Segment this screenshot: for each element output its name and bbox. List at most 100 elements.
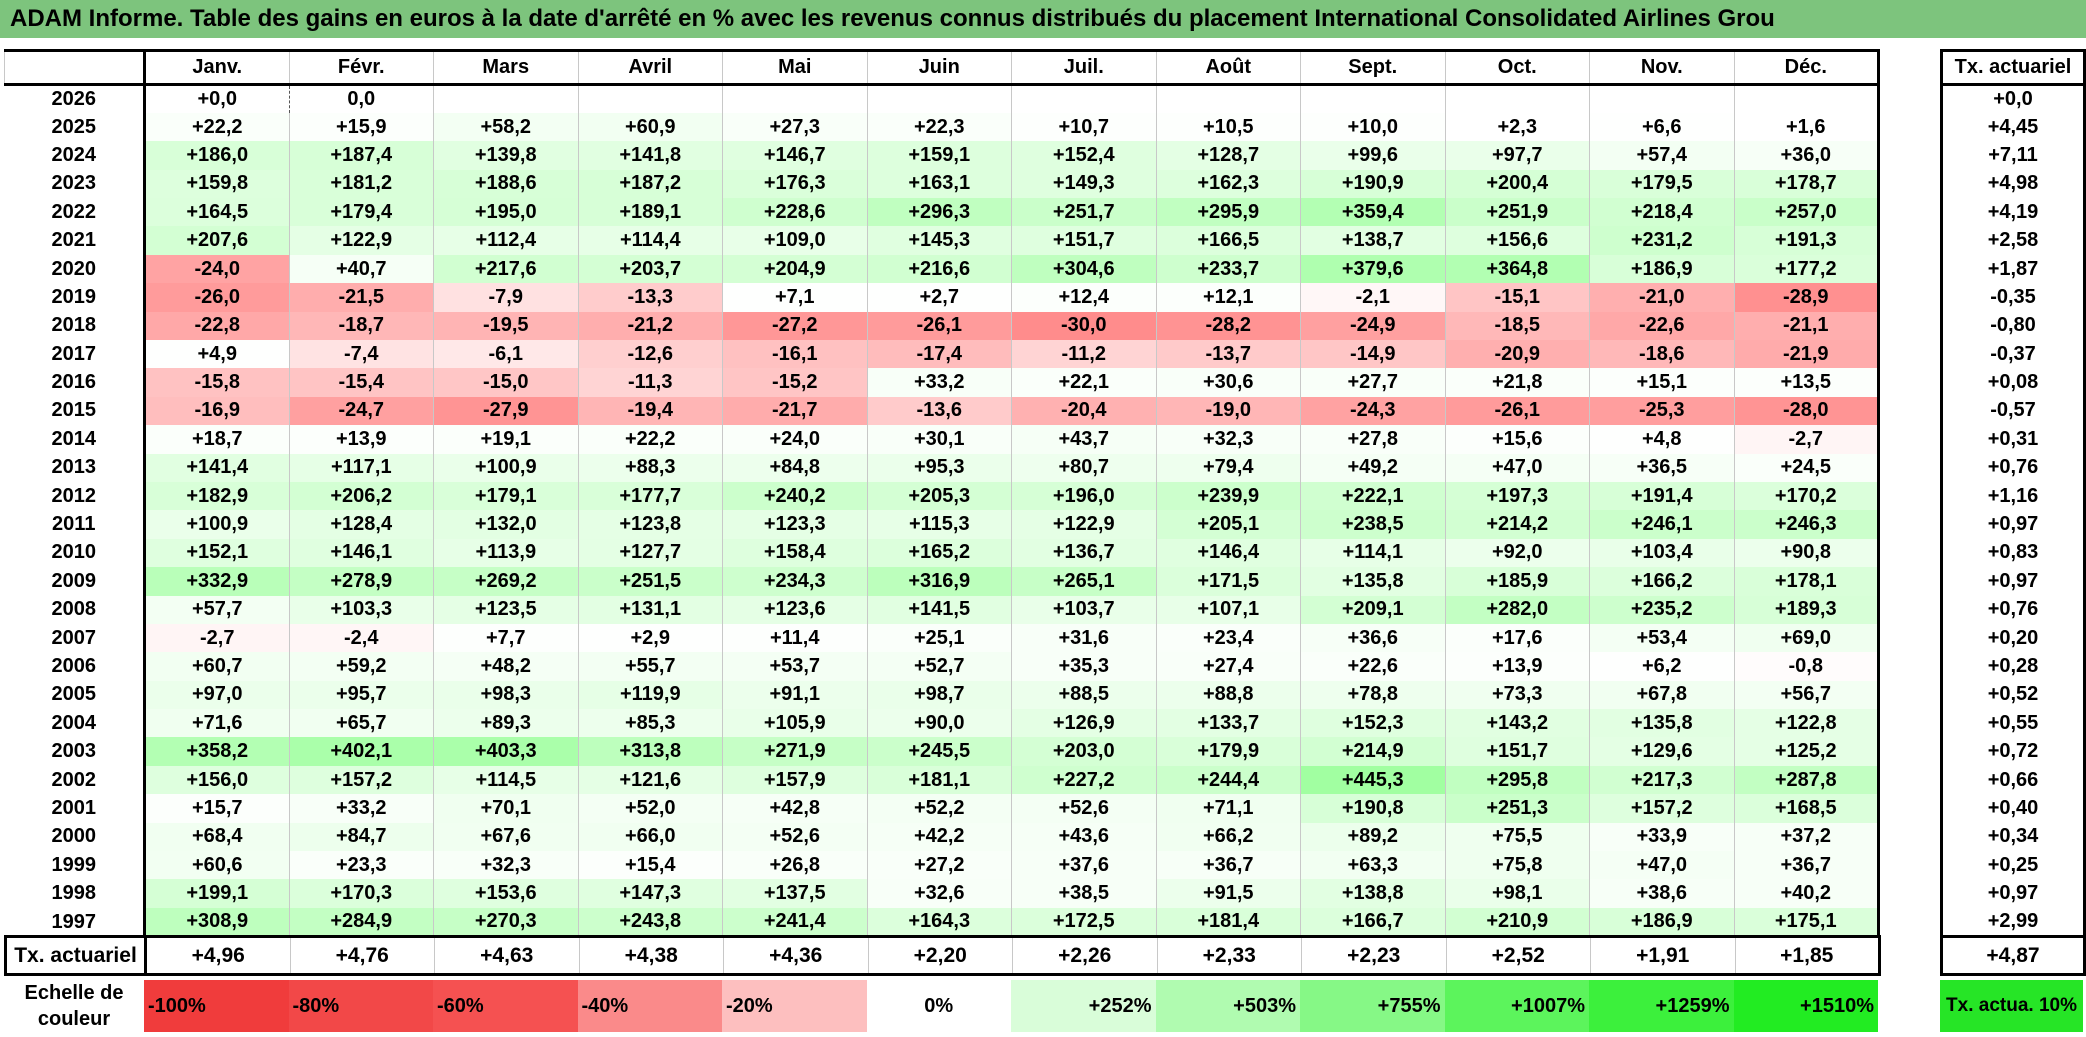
rate-cell: +0,97 (1940, 567, 2086, 596)
heatmap-cell: +123,6 (722, 595, 867, 624)
color-scale-swatch: -40% (577, 980, 722, 1032)
heatmap-cell: +57,7 (144, 595, 289, 624)
rate-cell: -0,35 (1940, 283, 2086, 312)
heatmap-cell: +92,0 (1444, 538, 1590, 568)
rate-cell: +0,76 (1940, 453, 2086, 482)
heatmap-cell (577, 84, 723, 113)
rate-header: Tx. actuariel (1940, 49, 2086, 86)
heatmap-cell: +228,6 (722, 198, 867, 227)
heatmap-cell: +100,9 (144, 510, 289, 539)
heatmap-cell: +176,3 (722, 169, 867, 199)
heatmap-cell: +204,9 (722, 254, 867, 284)
summary-row-table: Tx. actuariel +4,96 +4,76 +4,63 +4,38 +4,36 +2… (4, 935, 1881, 976)
rate-cell: +1,87 (1940, 254, 2086, 284)
heatmap-cell: +164,3 (866, 907, 1012, 938)
heatmap-cell: +40,2 (1733, 879, 1880, 908)
table-row: 2005 +97,0 +95,7 +98,3 +119,9 +91,1 +98,7 +88,5… (4, 680, 1880, 710)
year-label: 2018 (4, 311, 146, 341)
heatmap-cell: +66,2 (1155, 822, 1301, 852)
heatmap-cell: -14,9 (1300, 340, 1445, 369)
heatmap-cell: +37,6 (1011, 851, 1156, 880)
heatmap-cell: +98,3 (433, 680, 578, 710)
heatmap-cell: -11,2 (1011, 340, 1156, 369)
rate-row: +0,72 (1940, 737, 2086, 766)
year-label: 2016 (4, 368, 146, 397)
heatmap-cell: +175,1 (1733, 907, 1880, 938)
heatmap-cell: +60,9 (577, 112, 723, 142)
heatmap-cell: +114,5 (433, 765, 578, 795)
rate-row: +0,52 (1940, 680, 2086, 710)
heatmap-cell: +33,2 (866, 368, 1012, 397)
heatmap-cell: +42,2 (866, 822, 1012, 852)
heatmap-cell: +119,9 (577, 680, 723, 710)
heatmap-cell: +7,1 (722, 283, 867, 312)
heatmap-cell: +189,3 (1733, 595, 1880, 624)
heatmap-cell: +12,4 (1011, 283, 1156, 312)
summary-rate-table: +4,87 (1940, 935, 2086, 976)
heatmap-cell: +115,3 (866, 510, 1012, 539)
heatmap-cell: -19,4 (577, 396, 723, 426)
heatmap-cell: -27,2 (722, 311, 867, 341)
heatmap-cell: +32,3 (1155, 425, 1301, 454)
year-label: 2009 (4, 567, 146, 596)
rate-row: +0,20 (1940, 623, 2086, 653)
heatmap-cell: +10,0 (1300, 112, 1445, 142)
year-label: 2005 (4, 680, 146, 710)
heatmap-cell: -2,1 (1300, 283, 1445, 312)
summary-cell: +4,76 (289, 935, 435, 976)
heatmap-cell: +1,6 (1733, 112, 1880, 142)
heatmap-cell: -15,4 (288, 368, 434, 397)
heatmap-cell: +36,7 (1155, 851, 1301, 880)
heatmap-cell: +217,3 (1589, 765, 1734, 795)
table-row: 2017 +4,9 -7,4 -6,1 -12,6 -16,1 -17,4 -11,2 -13,… (4, 340, 1880, 369)
rate-cell: +0,25 (1940, 851, 2086, 880)
color-scale-label: Echelle de couleur (24, 982, 124, 1030)
heatmap-cell: -27,9 (433, 396, 578, 426)
heatmap-cell: +445,3 (1300, 765, 1445, 795)
table-row: 2025 +22,2 +15,9 +58,2 +60,9 +27,3 +22,3 +10,7 +… (4, 112, 1880, 142)
rate-cell: +0,97 (1940, 510, 2086, 539)
heatmap-cell: +166,7 (1300, 907, 1445, 938)
heatmap-cell: +42,8 (722, 794, 867, 823)
heatmap-cell: -24,7 (288, 396, 434, 426)
heatmap-cell: +178,7 (1733, 169, 1880, 199)
rate-row: -0,80 (1940, 311, 2086, 341)
heatmap-cell: +123,5 (433, 595, 578, 624)
table-row: 2009 +332,9 +278,9 +269,2 +251,5 +234,3 +316,9… (4, 567, 1880, 596)
heatmap-cell: -20,4 (1011, 396, 1156, 426)
heatmap-cell: +359,4 (1300, 198, 1445, 227)
heatmap-cell: +265,1 (1011, 567, 1156, 596)
heatmap-cell: +270,3 (433, 907, 578, 938)
summary-cell: +2,33 (1156, 935, 1302, 976)
heatmap-cell: +222,1 (1300, 481, 1445, 511)
rate-row: +0,31 (1940, 425, 2086, 454)
heatmap-cell: +295,8 (1444, 765, 1590, 795)
heatmap-cell: +22,3 (866, 112, 1012, 142)
rate-cell: +0,97 (1940, 879, 2086, 908)
rate-cell: +1,16 (1940, 481, 2086, 511)
heatmap-cell: +166,2 (1589, 567, 1734, 596)
rate-cell: +2,99 (1940, 907, 2086, 938)
heatmap-cell: -26,0 (144, 283, 289, 312)
summary-cell: +4,63 (434, 935, 579, 976)
heatmap-cell: +84,8 (722, 453, 867, 482)
heatmap-cell: +244,4 (1155, 765, 1301, 795)
heatmap-cell: +246,3 (1733, 510, 1880, 539)
heatmap-cell: +165,2 (866, 538, 1012, 568)
table-row: 1997 +308,9 +284,9 +270,3 +243,8 +241,4 +164,3… (4, 907, 1880, 938)
heatmap-cell: -20,9 (1444, 340, 1590, 369)
column-header: Nov. (1589, 49, 1734, 86)
year-label: 2021 (4, 226, 146, 255)
heatmap-cell: +48,2 (433, 652, 578, 681)
heatmap-cell: +278,9 (288, 567, 434, 596)
heatmap-cell: +89,2 (1300, 822, 1445, 852)
heatmap-cell: -13,3 (577, 283, 723, 312)
heatmap-cell: +24,5 (1733, 453, 1880, 482)
rate-cell: -0,37 (1940, 340, 2086, 369)
heatmap-cell: +316,9 (866, 567, 1012, 596)
heatmap-cell: +138,7 (1300, 226, 1445, 255)
heatmap-cell (722, 84, 867, 113)
rate-cell: -0,80 (1940, 311, 2086, 341)
heatmap-cell: +15,1 (1589, 368, 1734, 397)
heatmap-cell: +97,7 (1444, 141, 1590, 170)
